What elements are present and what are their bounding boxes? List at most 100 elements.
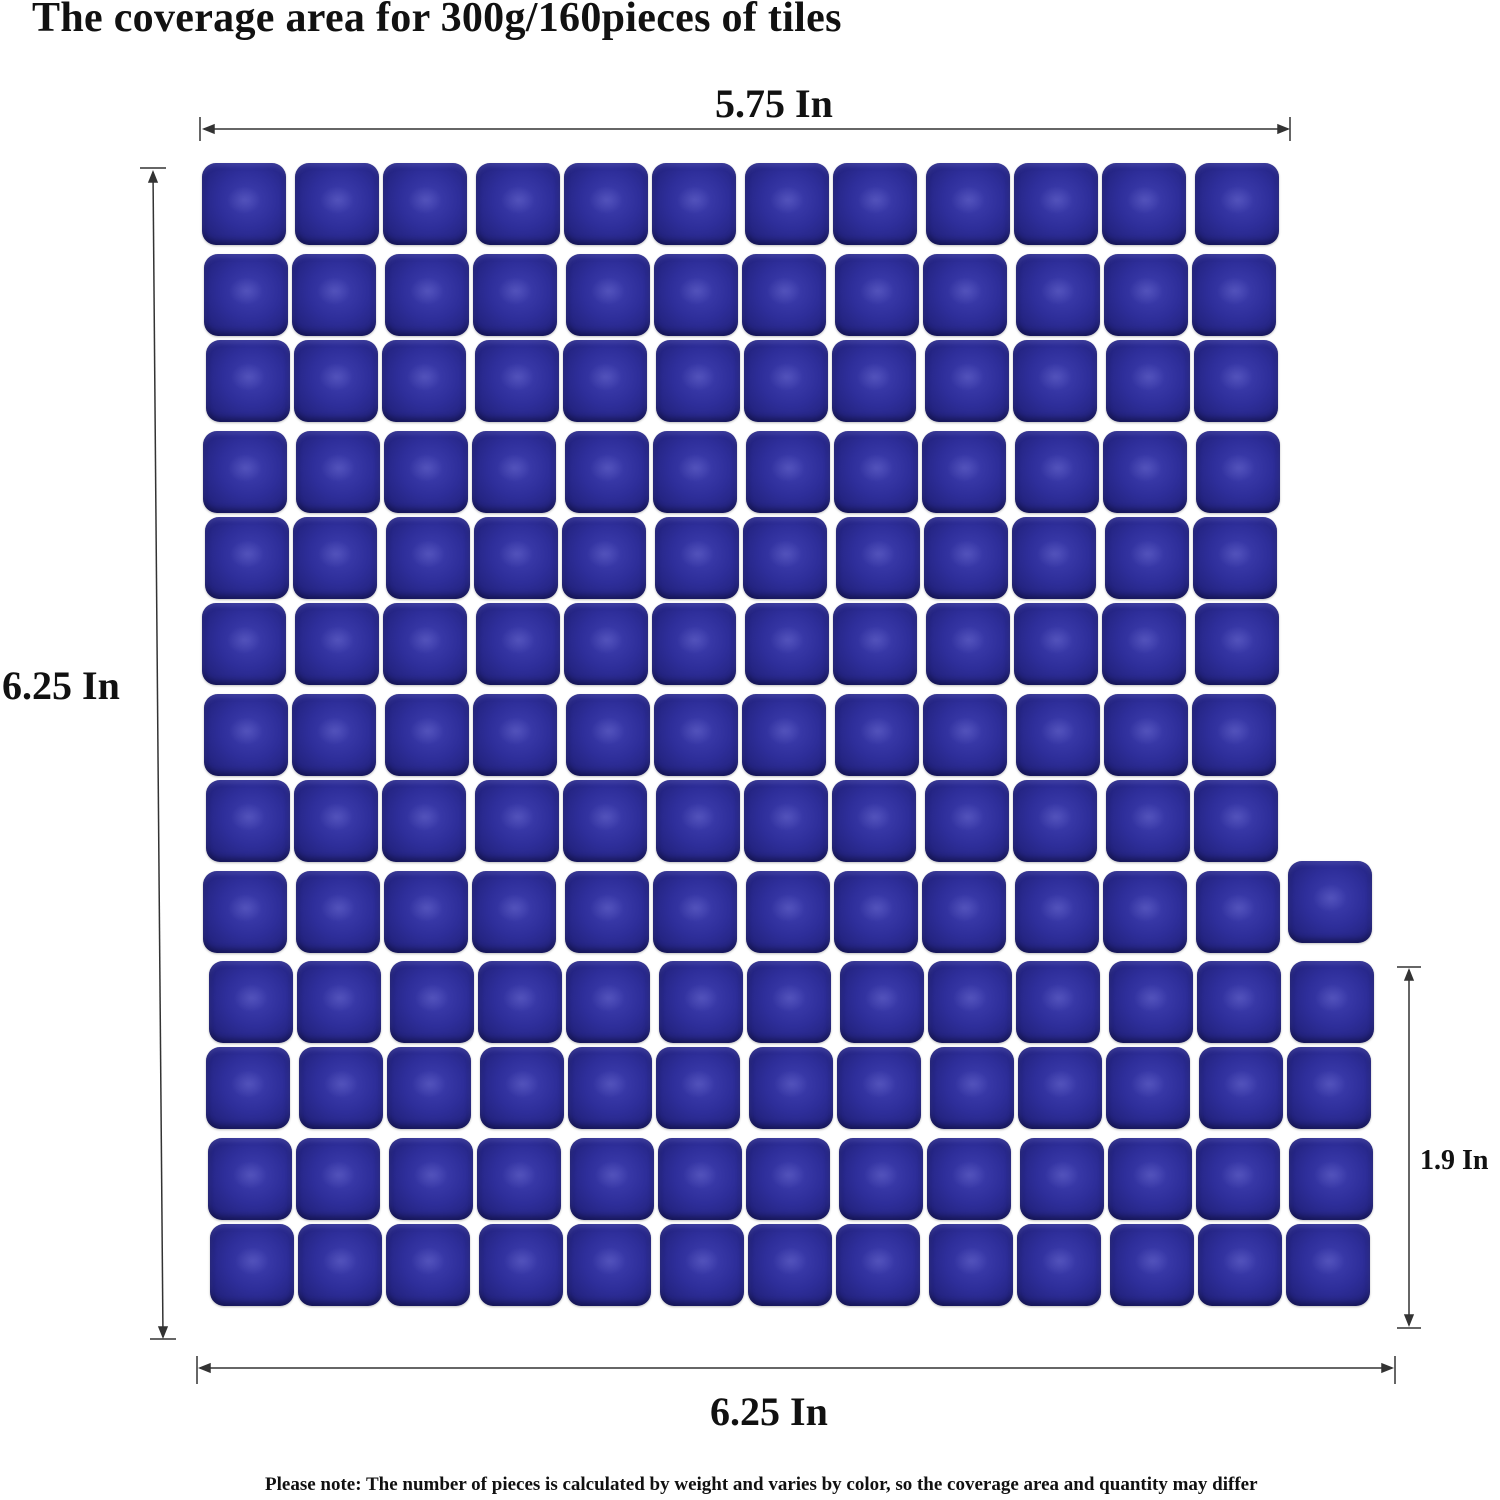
- mosaic-tile: [1196, 871, 1280, 953]
- mosaic-tile: [1289, 1138, 1373, 1220]
- mosaic-tile: [1016, 694, 1100, 776]
- mosaic-tile: [1017, 1224, 1101, 1306]
- mosaic-tile: [1015, 871, 1099, 953]
- top-dimension-line: [199, 117, 1291, 141]
- mosaic-tile: [745, 603, 829, 685]
- mosaic-tile: [926, 603, 1010, 685]
- mosaic-tile: [386, 517, 470, 599]
- mosaic-tile: [834, 431, 918, 513]
- mosaic-tile: [922, 871, 1006, 953]
- mosaic-tile: [659, 961, 743, 1043]
- mosaic-tile: [836, 517, 920, 599]
- mosaic-tile: [832, 780, 916, 862]
- mosaic-tile: [834, 871, 918, 953]
- mosaic-tile: [1194, 780, 1278, 862]
- mosaic-tile: [295, 603, 379, 685]
- mosaic-tile: [656, 1047, 740, 1129]
- right-dimension-line: [1397, 966, 1421, 1329]
- mosaic-tile: [473, 254, 557, 336]
- mosaic-tile: [656, 340, 740, 422]
- mosaic-tile: [566, 694, 650, 776]
- left-dimension-line: [140, 167, 176, 1340]
- mosaic-tile: [653, 431, 737, 513]
- bottom-width-label: 6.25 In: [710, 1389, 828, 1434]
- mosaic-tile: [652, 163, 736, 245]
- mosaic-tile: [1020, 1138, 1104, 1220]
- mosaic-tile: [566, 961, 650, 1043]
- mosaic-tile: [744, 340, 828, 422]
- mosaic-tile: [472, 431, 556, 513]
- mosaic-tile: [473, 694, 557, 776]
- mosaic-tile: [296, 1138, 380, 1220]
- mosaic-tile: [1196, 431, 1280, 513]
- mosaic-tile: [385, 254, 469, 336]
- mosaic-tile: [210, 1224, 294, 1306]
- mosaic-tile: [296, 431, 380, 513]
- mosaic-tile: [1198, 1224, 1282, 1306]
- mosaic-tile: [570, 1138, 654, 1220]
- mosaic-tile: [1014, 163, 1098, 245]
- mosaic-tile: [745, 163, 829, 245]
- mosaic-tile: [1106, 1047, 1190, 1129]
- mosaic-tile: [382, 340, 466, 422]
- mosaic-tile: [658, 1138, 742, 1220]
- mosaic-tile: [837, 1047, 921, 1129]
- page-title: The coverage area for 300g/160pieces of …: [32, 0, 842, 41]
- mosaic-tile: [1197, 961, 1281, 1043]
- mosaic-tile: [1199, 1047, 1283, 1129]
- mosaic-tile: [1192, 694, 1276, 776]
- mosaic-tile: [832, 340, 916, 422]
- mosaic-tile: [562, 517, 646, 599]
- mosaic-tile: [298, 1224, 382, 1306]
- mosaic-tile: [390, 961, 474, 1043]
- mosaic-tile: [208, 1138, 292, 1220]
- mosaic-tile: [477, 1138, 561, 1220]
- mosaic-tile: [1016, 254, 1100, 336]
- mosaic-tile: [833, 603, 917, 685]
- mosaic-tile: [835, 694, 919, 776]
- mosaic-tile: [1103, 871, 1187, 953]
- mosaic-tile: [1110, 1224, 1194, 1306]
- mosaic-tile: [476, 163, 560, 245]
- mosaic-tile: [1015, 431, 1099, 513]
- mosaic-tile: [655, 517, 739, 599]
- mosaic-tile: [746, 431, 830, 513]
- mosaic-tile: [566, 254, 650, 336]
- mosaic-tile: [1194, 340, 1278, 422]
- mosaic-tile: [563, 780, 647, 862]
- mosaic-tile: [925, 780, 1009, 862]
- mosaic-tile: [206, 340, 290, 422]
- mosaic-tile: [1102, 603, 1186, 685]
- mosaic-tile: [836, 1224, 920, 1306]
- mosaic-tile: [206, 1047, 290, 1129]
- mosaic-tile: [386, 1224, 470, 1306]
- mosaic-tile: [839, 1138, 923, 1220]
- mosaic-tile: [202, 163, 286, 245]
- mosaic-tile: [1108, 1138, 1192, 1220]
- mosaic-tile: [568, 1047, 652, 1129]
- mosaic-tile: [1286, 1224, 1370, 1306]
- mosaic-tile: [1290, 961, 1374, 1043]
- left-height-label: 6.25 In: [2, 663, 120, 708]
- mosaic-tile: [746, 1138, 830, 1220]
- disclaimer-note: Please note: The number of pieces is cal…: [265, 1474, 1258, 1495]
- mosaic-tile: [1105, 517, 1189, 599]
- mosaic-tile: [565, 431, 649, 513]
- mosaic-tile: [1193, 517, 1277, 599]
- mosaic-tile: [204, 694, 288, 776]
- mosaic-tile: [923, 254, 1007, 336]
- mosaic-tile: [204, 254, 288, 336]
- mosaic-tile: [565, 871, 649, 953]
- mosaic-tile: [660, 1224, 744, 1306]
- mosaic-tile: [930, 1047, 1014, 1129]
- mosaic-tile: [1287, 1047, 1371, 1129]
- mosaic-tile: [382, 780, 466, 862]
- mosaic-tile: [294, 780, 378, 862]
- mosaic-tile: [383, 163, 467, 245]
- mosaic-tile: [296, 871, 380, 953]
- mosaic-tile: [1196, 1138, 1280, 1220]
- mosaic-tile: [1288, 861, 1372, 943]
- mosaic-tile: [564, 163, 648, 245]
- mosaic-tile: [563, 340, 647, 422]
